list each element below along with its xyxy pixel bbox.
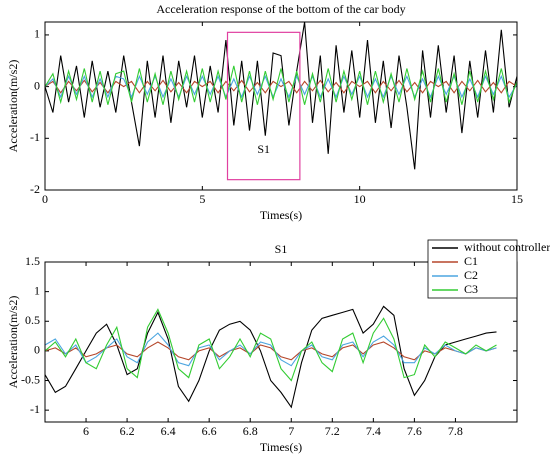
legend-label: C2 [464,268,478,282]
series-line [44,74,518,99]
x-tick-label: 7.2 [325,424,340,438]
x-tick-label: 6.6 [202,424,217,438]
y-tick-label: 1 [34,283,40,297]
x-tick-label: 7.4 [366,424,381,438]
y-tick-label: 0 [34,78,40,92]
legend-box [427,239,518,299]
series-line [44,65,518,105]
series-line [44,308,497,382]
y-tick-label: -2 [30,182,40,196]
y-tick-label: -1 [30,402,40,416]
series-line [44,305,497,409]
x-tick-label: 6.4 [161,424,176,438]
x-tick-label: 6 [83,424,89,438]
y-tick-label: -1 [30,130,40,144]
x-tick-label: 6.8 [243,424,258,438]
y-tick-label: -0.5 [21,372,40,386]
y-tick-label: 1 [34,27,40,41]
legend-label: C3 [464,282,478,296]
x-tick-label: 10 [354,192,366,206]
x-tick-label: 7.8 [448,424,463,438]
series-line [44,21,518,170]
annotation-label: S1 [257,142,270,156]
y-tick-label: 1.5 [25,254,40,268]
y-tick-label: 0 [34,343,40,357]
annotation-box [226,31,301,181]
x-tick-label: 6.2 [120,424,135,438]
x-tick-label: 5 [199,192,205,206]
x-tick-label: 0 [42,192,48,206]
legend-label: without controller [464,240,550,254]
y-axis-label: Acceleration(m/s2) [6,60,20,153]
legend-label: C1 [464,254,478,268]
series-line [44,332,497,367]
axes-box [44,261,518,423]
x-tick-label: 7.6 [407,424,422,438]
chart-title: S1 [275,242,288,256]
y-tick-label: 0.5 [25,313,40,327]
x-tick-label: 7 [288,424,294,438]
axes-box [44,21,518,191]
y-axis-label: Acceleration(m/s2) [6,296,20,389]
x-tick-label: 15 [511,192,523,206]
series-line [44,79,518,94]
x-axis-label: Times(s) [260,440,302,454]
x-axis-label: Times(s) [260,208,302,222]
chart-title: Acceleration response of the bottom of t… [156,2,405,16]
